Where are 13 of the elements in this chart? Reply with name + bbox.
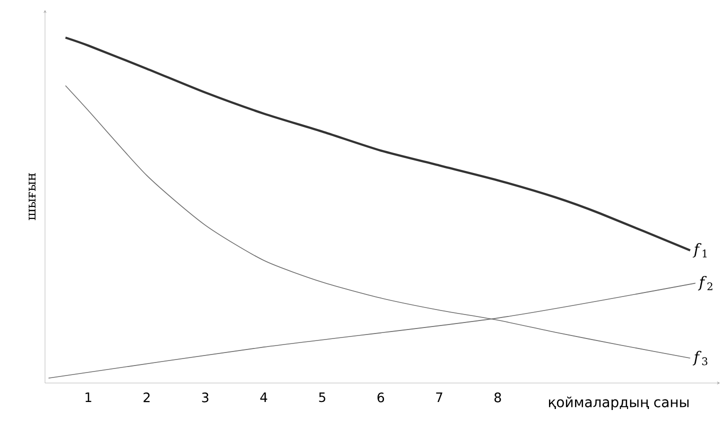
- x-tick-label: 1: [86, 392, 92, 402]
- x-tick-label: 3: [202, 392, 208, 402]
- x-tick-label: 2: [144, 392, 150, 402]
- x-tick-label: 6: [378, 392, 384, 402]
- x-tick-label: 4: [260, 392, 268, 402]
- series-label: f$_{1}$: [692, 243, 707, 258]
- x-tick-label: 5: [319, 392, 326, 402]
- x-tick-label: 7: [436, 392, 442, 402]
- x-tick-label: 8: [494, 392, 501, 402]
- series-label: f$_{2}$: [698, 276, 712, 290]
- y-axis-title: шығын: [28, 173, 36, 220]
- series-label: f$_{3}$: [692, 350, 708, 366]
- x-axis-title: қоймалардың саны: [548, 396, 689, 410]
